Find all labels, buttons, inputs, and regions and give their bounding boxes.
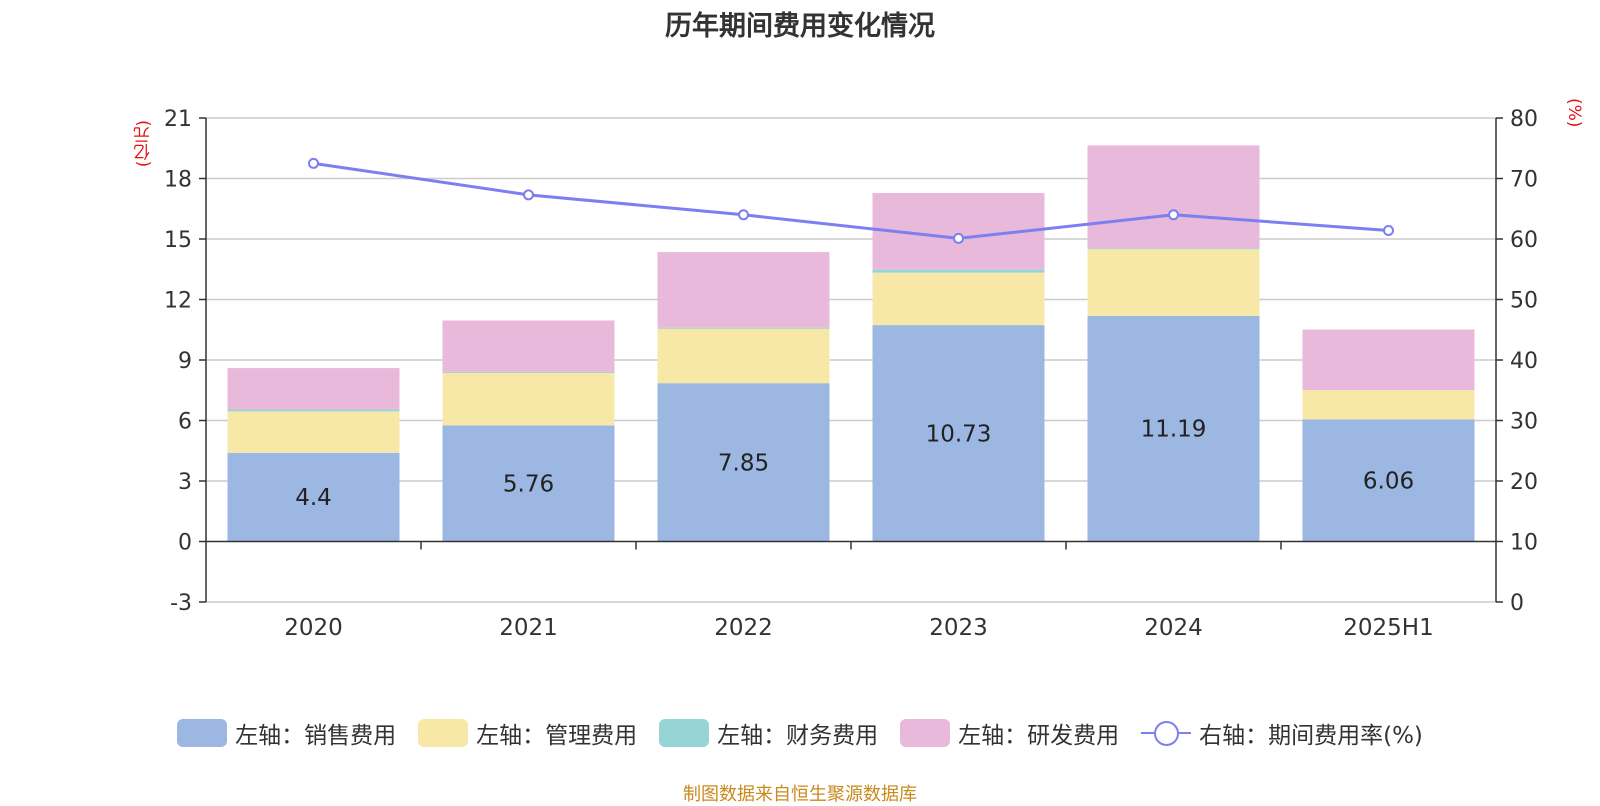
bar-admin <box>227 411 400 453</box>
legend-item-sales[interactable]: 左轴：销售费用 <box>177 716 396 750</box>
expense-rate-point <box>738 209 749 221</box>
bar-finance <box>657 327 830 329</box>
legend-swatch-rd <box>900 719 951 747</box>
bar-sales <box>442 425 615 542</box>
x-tick-label: 2021 <box>499 615 558 641</box>
expense-rate-point <box>523 189 534 201</box>
left-tick-label: -3 <box>170 591 192 616</box>
right-tick-label: 80 <box>1510 107 1538 132</box>
expense-rate-point <box>1168 209 1179 221</box>
right-tick-label: 20 <box>1510 470 1538 495</box>
right-tick-label: 60 <box>1510 228 1538 253</box>
bar-sales <box>1087 315 1260 542</box>
x-tick-label: 2023 <box>929 615 988 641</box>
left-tick-label: 3 <box>178 470 192 495</box>
legend-label-admin: 左轴：管理费用 <box>476 723 638 749</box>
legend-swatch-finance <box>659 719 710 747</box>
bar-sales <box>227 452 400 542</box>
bar-finance <box>442 371 615 373</box>
bar-finance <box>227 409 400 412</box>
data-label-sales: 7.85 <box>718 450 769 476</box>
bar-admin <box>442 372 615 426</box>
data-label-sales: 11.19 <box>1141 417 1207 443</box>
right-tick-label: 40 <box>1510 349 1538 374</box>
expense-rate-point <box>1383 225 1394 237</box>
left-tick-label: 6 <box>178 410 192 435</box>
legend-item-admin[interactable]: 左轴：管理费用 <box>418 716 637 750</box>
legend-label-finance: 左轴：财务费用 <box>717 723 879 749</box>
left-tick-label: 18 <box>164 168 192 193</box>
right-axis-unit: (%) <box>1564 98 1584 128</box>
legend: 左轴：销售费用 左轴：管理费用 左轴：财务费用 左轴：研发费用 右轴：期间费用率… <box>0 716 1600 750</box>
legend-item-rd[interactable]: 左轴：研发费用 <box>900 716 1119 750</box>
left-tick-label: 21 <box>164 107 192 132</box>
left-tick-label: 9 <box>178 349 192 374</box>
bar-sales <box>657 383 830 542</box>
expense-rate-point <box>953 232 964 244</box>
data-label-sales: 5.76 <box>503 471 554 497</box>
data-label-sales: 4.4 <box>295 485 332 511</box>
x-tick-label: 2024 <box>1144 615 1203 641</box>
right-tick-label: 50 <box>1510 289 1538 314</box>
bar-sales <box>872 325 1045 542</box>
right-tick-label: 0 <box>1510 591 1524 616</box>
bar-finance <box>1087 248 1260 250</box>
legend-label-rd: 左轴：研发费用 <box>958 723 1120 749</box>
bar-finance <box>872 269 1045 273</box>
expense-rate-line <box>313 161 1389 240</box>
data-source-note: 制图数据来自恒生聚源数据库 <box>683 784 917 805</box>
x-tick-label: 2020 <box>284 615 343 641</box>
chart-title: 历年期间费用变化情况 <box>665 11 935 42</box>
bar-admin <box>1087 249 1260 316</box>
expense-rate-point <box>308 157 319 169</box>
left-tick-label: 0 <box>178 531 192 556</box>
bar-rd <box>1302 329 1475 391</box>
bar-admin <box>1302 390 1475 420</box>
legend-swatch-admin <box>418 719 469 747</box>
legend-label-sales: 左轴：销售费用 <box>235 723 397 749</box>
right-tick-label: 30 <box>1510 410 1538 435</box>
data-label-sales: 10.73 <box>926 421 992 447</box>
left-tick-label: 12 <box>164 289 192 314</box>
right-tick-label: 10 <box>1510 531 1538 556</box>
left-tick-label: 15 <box>164 228 192 253</box>
data-label-sales: 6.06 <box>1363 468 1414 494</box>
right-tick-label: 70 <box>1510 168 1538 193</box>
bar-rd <box>657 252 830 328</box>
bar-admin <box>657 328 830 384</box>
bar-rd <box>442 320 615 372</box>
bar-admin <box>872 272 1045 326</box>
legend-swatch-sales <box>177 719 228 747</box>
x-tick-label: 2025H1 <box>1343 615 1433 641</box>
bar-sales <box>1302 419 1475 542</box>
bar-rd <box>227 368 400 410</box>
legend-item-finance[interactable]: 左轴：财务费用 <box>659 716 878 750</box>
legend-line-marker-icon <box>1141 719 1192 747</box>
bar-rd <box>1087 145 1260 249</box>
legend-label-expense-rate: 右轴：期间费用率(%) <box>1199 723 1423 749</box>
x-tick-label: 2022 <box>714 615 773 641</box>
legend-item-expense-rate[interactable]: 右轴：期间费用率(%) <box>1141 716 1423 750</box>
